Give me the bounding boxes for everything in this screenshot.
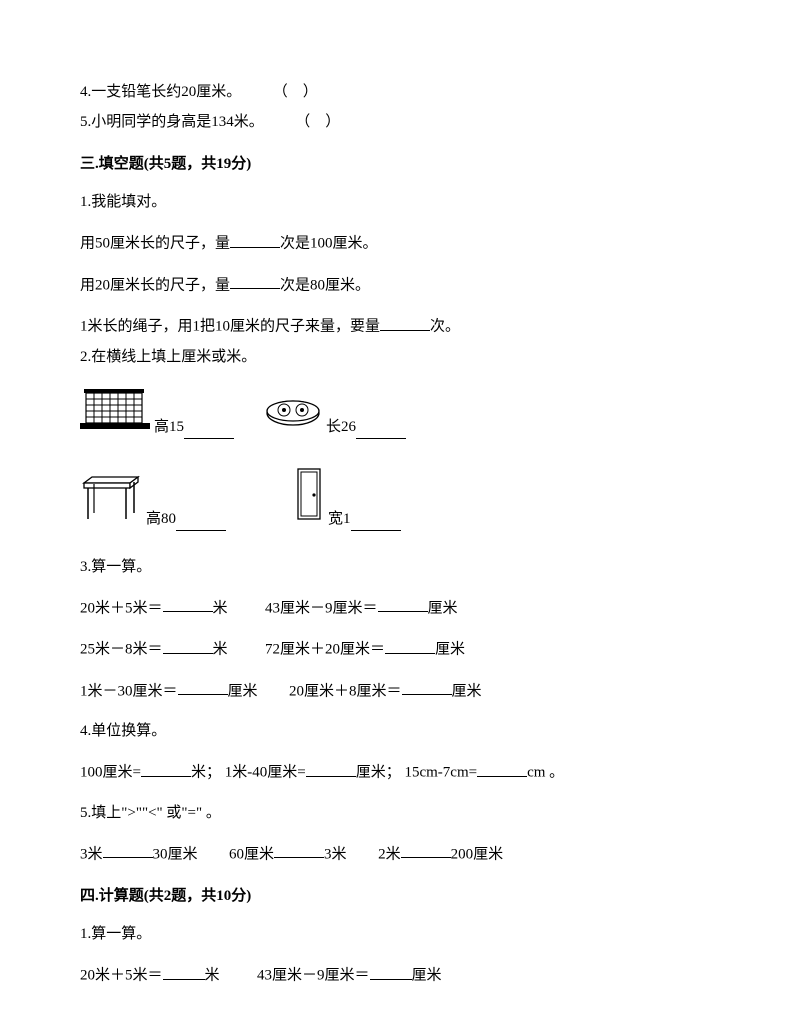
s4-q1-head: 1.算一算。 (80, 922, 714, 946)
blank-input[interactable] (351, 513, 401, 531)
blank-input[interactable] (230, 272, 280, 290)
q2-tape-label: 长26 (326, 415, 356, 439)
q2-table-label: 高80 (146, 507, 176, 531)
q1-l2a: 用20厘米长的尺子，量 (80, 277, 230, 293)
q1-l3a: 1米长的绳子，用1把10厘米的尺子来量，要量 (80, 319, 380, 335)
q3-r2b: 72厘米＋20厘米＝ (265, 642, 385, 658)
q3-row3: 1米－30厘米＝ 厘米 20厘米＋8厘米＝ 厘米 (80, 678, 714, 704)
tf-q4-text: 4.一支铅笔长约20厘米。 (80, 84, 241, 100)
q1-l1a: 用50厘米长的尺子，量 (80, 236, 230, 252)
blank-input[interactable] (230, 230, 280, 248)
blank-input[interactable] (306, 759, 356, 777)
q5-c3b: 200厘米 (451, 846, 504, 862)
blank-input[interactable] (178, 678, 228, 696)
blank-input[interactable] (176, 513, 226, 531)
q1-line3: 1米长的绳子，用1把10厘米的尺子来量，要量 次。 (80, 313, 714, 339)
q3-r2bu: 厘米 (435, 642, 465, 658)
tf-q5: 5.小明同学的身高是134米。 （ ） (80, 110, 714, 134)
q3-head: 3.算一算。 (80, 555, 714, 579)
blank-input[interactable] (274, 841, 324, 859)
q3-r3b: 20厘米＋8厘米＝ (289, 683, 402, 699)
tape-icon (264, 397, 322, 439)
q3-r3au: 厘米 (228, 683, 258, 699)
q1-l1b: 次是100厘米。 (280, 236, 378, 252)
q1-line2: 用20厘米长的尺子，量 次是80厘米。 (80, 272, 714, 298)
blank-input[interactable] (163, 595, 213, 613)
s4-r1bu: 厘米 (412, 968, 442, 984)
blank-input[interactable] (141, 759, 191, 777)
q5-c1a: 3米 (80, 846, 103, 862)
q2-row1: 高15 长26 (80, 385, 714, 439)
q2-tape-cell: 长26 (264, 397, 406, 439)
q4-p3: 15cm-7cm= (404, 765, 477, 781)
q4-head: 4.单位换算。 (80, 719, 714, 743)
q3-r3bu: 厘米 (452, 683, 482, 699)
blank-input[interactable] (380, 313, 430, 331)
door-icon (294, 467, 324, 531)
q4-p1: 100厘米= (80, 765, 141, 781)
q5-line: 3米 30厘米 60厘米 3米 2米 200厘米 (80, 841, 714, 867)
q4-p3u: cm 。 (527, 765, 564, 781)
section-3-title: 三.填空题(共5题，共19分) (80, 152, 714, 176)
q1-head: 1.我能填对。 (80, 190, 714, 214)
blank-input[interactable] (356, 421, 406, 439)
q5-c2a: 60厘米 (229, 846, 274, 862)
q5-c3a: 2米 (378, 846, 401, 862)
s4-q1-row1: 20米＋5米＝ 米 43厘米－9厘米＝ 厘米 (80, 962, 714, 988)
q2-row2: 高80 宽1 (80, 467, 714, 531)
s4-r1au: 米 (205, 968, 220, 984)
blank-input[interactable] (477, 759, 527, 777)
section-4-title: 四.计算题(共2题，共10分) (80, 884, 714, 908)
q5-c2b: 3米 (324, 846, 347, 862)
q3-row2: 25米－8米＝ 米 72厘米＋20厘米＝ 厘米 (80, 636, 714, 662)
blank-input[interactable] (385, 636, 435, 654)
q2-door-label: 宽1 (328, 507, 351, 531)
q1-l2b: 次是80厘米。 (280, 277, 370, 293)
q4-line: 100厘米= 米； 1米-40厘米= 厘米； 15cm-7cm= cm 。 (80, 759, 714, 785)
blank-input[interactable] (370, 962, 412, 980)
q2-head: 2.在横线上填上厘米或米。 (80, 345, 714, 369)
q3-row1: 20米＋5米＝ 米 43厘米－9厘米＝ 厘米 (80, 595, 714, 621)
tf-q4-paren[interactable]: （ ） (273, 84, 318, 100)
s4-r1b: 43厘米－9厘米＝ (257, 968, 370, 984)
q2-door-cell: 宽1 (294, 467, 401, 531)
tf-q5-paren[interactable]: （ ） (295, 114, 340, 130)
q3-r1a: 20米＋5米＝ (80, 600, 163, 616)
q4-p2: 1米-40厘米= (225, 765, 306, 781)
q3-r1bu: 厘米 (428, 600, 458, 616)
q2-table-cell: 高80 (80, 473, 226, 531)
q5-head: 5.填上">""<" 或"=" 。 (80, 801, 714, 825)
worksheet-page: 4.一支铅笔长约20厘米。 （ ） 5.小明同学的身高是134米。 （ ） 三.… (0, 0, 794, 1028)
tf-q4: 4.一支铅笔长约20厘米。 （ ） (80, 80, 714, 104)
q3-r2a: 25米－8米＝ (80, 642, 163, 658)
blank-input[interactable] (401, 841, 451, 859)
q3-r1b: 43厘米－9厘米＝ (265, 600, 378, 616)
tf-q5-text: 5.小明同学的身高是134米。 (80, 114, 264, 130)
q1-l3b: 次。 (430, 319, 460, 335)
blank-input[interactable] (103, 841, 153, 859)
blank-input[interactable] (378, 595, 428, 613)
q3-r1au: 米 (213, 600, 228, 616)
blank-input[interactable] (402, 678, 452, 696)
blank-input[interactable] (184, 421, 234, 439)
q4-p2u: 厘米； (356, 765, 401, 781)
s4-r1a: 20米＋5米＝ (80, 968, 163, 984)
table-icon (80, 473, 142, 531)
q2-building-cell: 高15 (80, 385, 234, 439)
q4-p1u: 米； (191, 765, 221, 781)
building-icon (80, 385, 150, 439)
q3-r2au: 米 (213, 642, 228, 658)
q5-c1b: 30厘米 (153, 846, 198, 862)
q1-line1: 用50厘米长的尺子，量 次是100厘米。 (80, 230, 714, 256)
blank-input[interactable] (163, 636, 213, 654)
q3-r3a: 1米－30厘米＝ (80, 683, 178, 699)
q2-building-label: 高15 (154, 415, 184, 439)
blank-input[interactable] (163, 962, 205, 980)
